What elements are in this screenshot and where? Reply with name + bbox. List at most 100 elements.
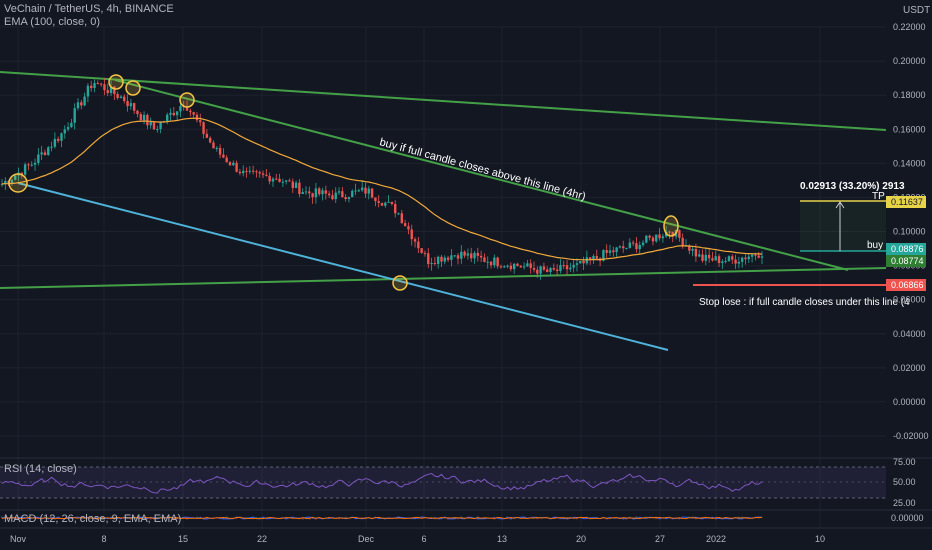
ema-legend[interactable]: EMA (100, close, 0) xyxy=(4,16,100,29)
chart-grid xyxy=(0,26,886,528)
candle-body xyxy=(159,122,162,129)
candle-body xyxy=(496,257,499,267)
candle-body xyxy=(232,162,235,166)
macd-bar xyxy=(655,518,658,520)
macd-bar xyxy=(285,518,288,519)
candle-body xyxy=(43,152,47,155)
macd-bar xyxy=(258,517,261,518)
position-tool[interactable]: 0.02913 (33.20%) 2913 TP buy xyxy=(693,181,905,286)
pivot-marker xyxy=(179,92,195,108)
candle-body xyxy=(582,261,585,264)
candle-body xyxy=(318,188,321,195)
candle-body xyxy=(519,265,522,268)
candle-body xyxy=(503,266,506,268)
macd-bar xyxy=(176,518,179,520)
candle-body xyxy=(460,251,463,259)
candle-body xyxy=(245,170,248,172)
candle-body xyxy=(638,244,641,250)
candle-body xyxy=(605,250,608,253)
candle-body xyxy=(731,256,734,260)
time-tick: Nov xyxy=(10,534,27,544)
candle-body xyxy=(268,175,271,182)
candle-body xyxy=(433,263,437,265)
lower-channel-line[interactable] xyxy=(17,182,669,351)
candle-body xyxy=(446,257,450,260)
candle-body xyxy=(407,226,410,230)
candle-body xyxy=(631,242,635,244)
candle-body xyxy=(341,191,344,198)
drawings[interactable] xyxy=(0,71,887,351)
support-line[interactable] xyxy=(0,267,887,289)
macd-bar xyxy=(166,516,169,518)
candle-body xyxy=(23,164,27,175)
candle-body xyxy=(40,152,43,155)
time-tick: 15 xyxy=(178,534,188,544)
ema-line xyxy=(1,117,763,261)
candle-body xyxy=(199,120,202,123)
candle-body xyxy=(251,170,255,172)
time-tick: 2022 xyxy=(706,534,726,544)
candle-body xyxy=(225,157,228,163)
candle-body xyxy=(760,256,764,258)
candle-body xyxy=(483,257,486,262)
candle-body xyxy=(347,197,351,200)
macd-bar xyxy=(536,518,539,520)
candle-body xyxy=(579,261,582,264)
macd-bar xyxy=(737,516,740,518)
candle-body xyxy=(33,162,37,165)
time-tick: 13 xyxy=(497,534,507,544)
time-tick: 27 xyxy=(655,534,665,544)
candle-body xyxy=(50,146,53,148)
candle-body xyxy=(60,133,63,141)
candle-body xyxy=(281,181,285,183)
symbol-title[interactable]: VeChain / TetherUS, 4h, BINANCE xyxy=(4,3,174,16)
candle-body xyxy=(156,128,159,130)
time-axis[interactable]: Nov 8 15 22 Dec 6 13 20 27 2022 10 xyxy=(0,527,932,544)
candle-body xyxy=(192,112,195,115)
candle-body xyxy=(288,180,291,182)
rsi-legend[interactable]: RSI (14, close) xyxy=(4,463,77,476)
macd-bar xyxy=(308,518,311,520)
rsi-line xyxy=(1,472,763,494)
stop-price-value: 0.06866 xyxy=(891,280,924,290)
candle-body xyxy=(612,250,615,253)
candle-body xyxy=(324,190,328,194)
candle-body xyxy=(572,264,575,268)
candle-body xyxy=(166,114,169,122)
price-tick: 0.20000 xyxy=(893,56,926,66)
price-axis[interactable]: USDT 0.22000 0.20000 0.18000 0.16000 0.14000… xyxy=(886,5,930,441)
candle-body xyxy=(129,103,133,107)
pivot-marker xyxy=(8,173,28,193)
upper-resistance-line[interactable] xyxy=(0,71,887,131)
candle-body xyxy=(565,265,569,270)
candle-body xyxy=(688,245,691,251)
candle-body xyxy=(701,254,704,261)
candle-body xyxy=(93,83,96,89)
candle-body xyxy=(694,248,698,257)
candle-body xyxy=(218,147,222,155)
macd-bar xyxy=(635,516,638,518)
candle-body xyxy=(53,138,57,147)
candle-body xyxy=(549,267,552,272)
candle-body xyxy=(506,265,509,267)
candle-body xyxy=(509,265,513,270)
candle-body xyxy=(529,263,532,268)
descending-trendline[interactable] xyxy=(114,79,849,271)
candle-body xyxy=(14,175,17,180)
macd-legend[interactable]: MACD (12, 26, close, 9, EMA, EMA) xyxy=(4,513,181,526)
candle-body xyxy=(63,129,66,134)
candle-body xyxy=(714,256,717,261)
candle-body xyxy=(595,255,598,259)
candle-body xyxy=(20,172,24,175)
macd-bar xyxy=(129,518,132,520)
macd-bar xyxy=(245,517,248,518)
candle-body xyxy=(109,86,113,94)
macd-bar xyxy=(10,518,13,519)
candle-body xyxy=(737,261,741,264)
candle-body xyxy=(542,266,546,270)
candle-body xyxy=(394,203,397,214)
price-axis-unit: USDT xyxy=(903,5,930,16)
macd-bar xyxy=(744,518,747,519)
candle-body xyxy=(314,188,318,198)
